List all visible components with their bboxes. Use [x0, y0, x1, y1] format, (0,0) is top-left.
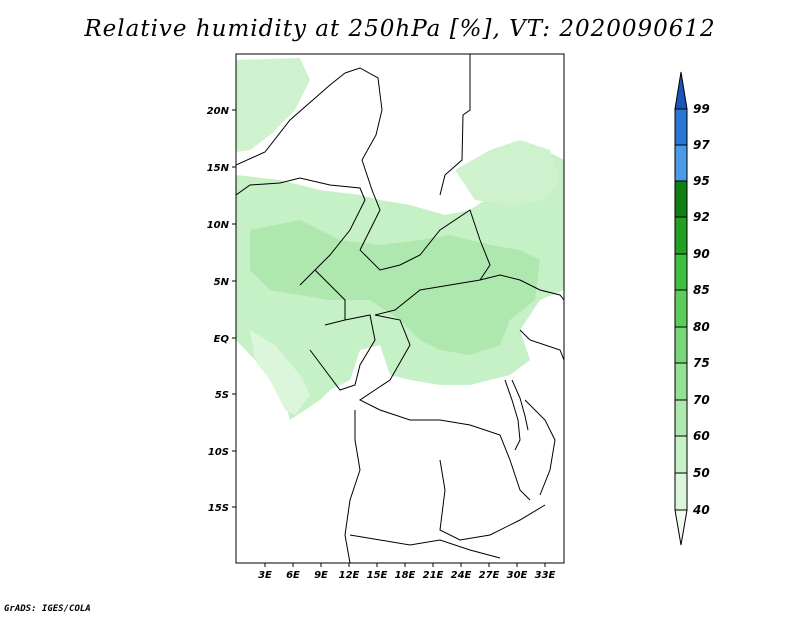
- lon-label: 24E: [451, 570, 472, 581]
- lat-label: EQ: [214, 334, 230, 345]
- colorbar-bottom-triangle: [674, 509, 688, 546]
- map-frame: [235, 53, 565, 564]
- colorbar-label: 99: [693, 102, 710, 116]
- colorbar-label: 50: [693, 466, 710, 480]
- colorbar-label: 70: [693, 393, 710, 407]
- colorbar-top-triangle: [674, 71, 688, 110]
- colorbar-label: 75: [693, 356, 710, 370]
- colorbar-labels: 40 50 60 70 75 80 85 90 92 95 97 99: [692, 102, 710, 517]
- congo-border: [309, 314, 376, 391]
- lon-label: 6E: [286, 570, 300, 581]
- algeria-niger-border: [236, 72, 346, 166]
- humidity-field-southwest: [250, 330, 310, 415]
- cameroon-border: [314, 269, 346, 326]
- colorbar-segment: [674, 472, 688, 511]
- zambia-border: [439, 459, 546, 541]
- colorbar-segment: [674, 326, 688, 364]
- colorbar-label: 95: [693, 174, 710, 188]
- colorbar-segment: [674, 289, 688, 328]
- angola-border: [344, 410, 361, 563]
- lat-label: 10S: [208, 447, 229, 458]
- colorbar-segment: [674, 399, 688, 437]
- lat-label: 15S: [208, 503, 229, 514]
- lon-label: 3E: [258, 570, 272, 581]
- colorbar-segment: [674, 216, 688, 255]
- latitude-axis: 20N 15N 10N 5N EQ 5S 10S 15S: [207, 106, 236, 514]
- egypt-sudan-border: [439, 54, 471, 196]
- libya-border: [344, 67, 383, 161]
- colorbar-segment: [674, 180, 688, 218]
- colorbar-segment: [674, 435, 688, 474]
- colorbar-label: 92: [693, 210, 710, 224]
- colorbar: [674, 71, 688, 546]
- colorbar-segment: [674, 362, 688, 401]
- great-lakes-outline: [504, 379, 529, 451]
- country-borders: [236, 54, 564, 563]
- grads-credit: GrADS: IGES/COLA: [4, 604, 91, 614]
- lon-label: 9E: [314, 570, 328, 581]
- humidity-field-east: [455, 140, 560, 205]
- humidity-shading: [236, 58, 564, 420]
- uganda-border: [519, 329, 564, 361]
- map-title: Relative humidity at 250hPa [%], VT: 202…: [84, 16, 716, 42]
- lon-label: 33E: [535, 570, 556, 581]
- humidity-field-core: [250, 220, 540, 355]
- drc-border: [359, 314, 531, 501]
- lon-label: 30E: [507, 570, 528, 581]
- lat-label: 5N: [214, 277, 230, 288]
- lon-label: 21E: [423, 570, 444, 581]
- south-sudan-border: [479, 274, 564, 301]
- lon-label: 15E: [367, 570, 388, 581]
- colorbar-segment: [674, 144, 688, 182]
- lon-label: 12E: [339, 570, 360, 581]
- colorbar-label: 97: [693, 138, 710, 152]
- colorbar-label: 85: [693, 283, 710, 297]
- lon-label: 27E: [479, 570, 500, 581]
- lat-label: 10N: [207, 220, 230, 231]
- lat-label: 5S: [215, 390, 229, 401]
- tanzania-border: [524, 399, 556, 496]
- longitude-axis: 3E 6E 9E 12E 15E 18E 21E 24E 27E 30E 33E: [258, 563, 556, 581]
- colorbar-segment: [674, 253, 688, 291]
- namibia-border: [349, 534, 501, 559]
- nigeria-border: [236, 177, 366, 286]
- car-border: [359, 209, 491, 316]
- colorbar-label: 90: [693, 247, 710, 261]
- colorbar-label: 60: [693, 429, 710, 443]
- lon-label: 18E: [395, 570, 416, 581]
- lat-label: 20N: [207, 106, 230, 117]
- lat-label: 15N: [207, 163, 230, 174]
- colorbar-segment: [674, 108, 688, 146]
- colorbar-label: 40: [692, 503, 710, 517]
- colorbar-label: 80: [693, 320, 710, 334]
- chad-border: [359, 159, 381, 251]
- humidity-field-northwest: [236, 58, 310, 152]
